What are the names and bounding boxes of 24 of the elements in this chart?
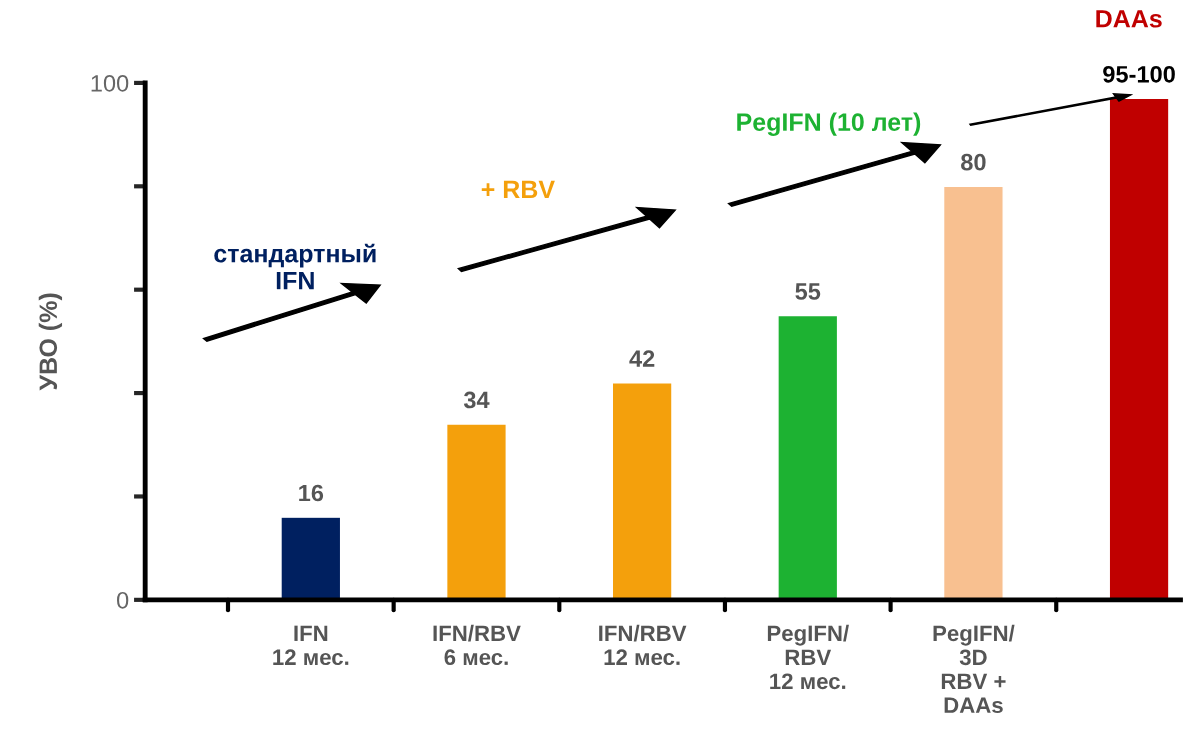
- bar: [777, 314, 839, 600]
- annotation: PegIFN (10 лет): [737, 112, 921, 136]
- data-label: 80: [961, 153, 986, 171]
- data-label: 34: [463, 391, 490, 409]
- bar: [942, 185, 1004, 600]
- annotation: стандартный IFN: [214, 243, 376, 290]
- text: DAAs: [1096, 10, 1162, 28]
- annotation: + RBV: [481, 180, 555, 198]
- y-tick-label: 100: [91, 74, 129, 92]
- bar: [445, 423, 507, 600]
- data-label: 42: [629, 350, 655, 367]
- bar: [1108, 97, 1170, 600]
- x-tick-label: IFN 12 мес.: [273, 625, 349, 666]
- data-label: 95-100: [1103, 65, 1175, 83]
- bar: [611, 382, 673, 600]
- x-tick-label: PegIFN/ RBV 12 мес.: [767, 624, 849, 690]
- bar: [280, 516, 342, 600]
- x-tick-label: PegIFN/ 3D RBV + DAAs: [933, 624, 1015, 714]
- x-tick-label: IFN/RBV 12 мес.: [599, 624, 687, 666]
- y-axis-title: УВО (%): [38, 293, 63, 391]
- y-tick-label: 0: [117, 591, 129, 609]
- data-label: 16: [299, 484, 324, 502]
- x-tick-label: IFN/RBV 6 мес.: [433, 624, 521, 666]
- data-label: 55: [795, 283, 821, 300]
